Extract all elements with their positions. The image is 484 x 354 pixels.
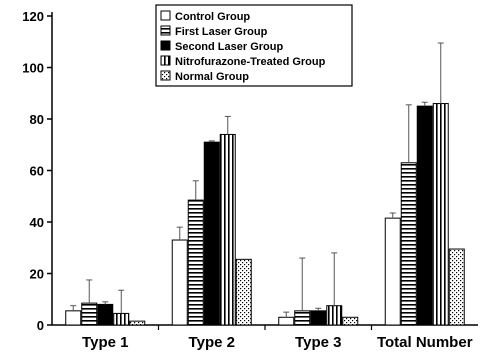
- bar-normal-group-total-number: [448, 248, 465, 326]
- legend-label: First Laser Group: [175, 26, 268, 38]
- y-tick-label: 100: [22, 61, 44, 76]
- y-tick-label: 60: [30, 164, 44, 179]
- bar-control-group-type-3: [278, 316, 295, 326]
- legend: Control Group First Laser Group Second Las…: [155, 4, 353, 87]
- x-category-label: Total Number: [377, 334, 473, 351]
- bar-second-laser-group-type-2: [203, 141, 220, 326]
- legend-label: Normal Group: [175, 71, 249, 83]
- legend-label: Control Group: [175, 11, 250, 23]
- bar-normal-group-type-3: [342, 316, 359, 326]
- bar-normal-group-type-2: [235, 258, 252, 326]
- bar-first-laser-group-type-3: [294, 310, 311, 326]
- y-tick-label: 0: [37, 318, 44, 333]
- y-tick-label: 20: [30, 267, 44, 282]
- bar-nitrofurazone-treated-group-total-number: [432, 103, 449, 326]
- x-category-label: Type 1: [82, 334, 128, 351]
- legend-swatch: [160, 55, 171, 66]
- bar-first-laser-group-total-number: [400, 162, 417, 326]
- y-tick-label: 120: [22, 9, 44, 24]
- bar-second-laser-group-type-3: [310, 310, 327, 326]
- bars: [65, 42, 465, 326]
- legend-label: Nitrofurazone-Treated Group: [175, 56, 326, 68]
- legend-swatch: [160, 70, 171, 81]
- bar-control-group-total-number: [384, 217, 401, 326]
- x-category-label: Type 3: [295, 334, 341, 351]
- axes: 0 20 40 60 80 100 120 Type 1 Type 2 Type 3 Total N…: [22, 9, 478, 351]
- bar-first-laser-group-type-1: [81, 302, 98, 326]
- bar-control-group-type-1: [65, 310, 82, 326]
- legend-swatch: [160, 25, 171, 36]
- y-tick-label: 80: [30, 112, 44, 127]
- bar-normal-group-type-1: [129, 320, 146, 326]
- bar-control-group-type-2: [171, 239, 188, 326]
- bar-second-laser-group-total-number: [416, 105, 433, 326]
- bar-first-laser-group-type-2: [187, 199, 204, 326]
- bar-nitrofurazone-treated-group-type-2: [219, 133, 236, 326]
- legend-swatch: [160, 10, 171, 21]
- legend-box: [155, 4, 353, 87]
- bar-nitrofurazone-treated-group-type-1: [113, 312, 130, 326]
- y-tick-label: 40: [30, 215, 44, 230]
- legend-label: Second Laser Group: [175, 41, 283, 53]
- bar-second-laser-group-type-1: [97, 303, 114, 326]
- x-category-label: Type 2: [189, 334, 235, 351]
- legend-swatch: [160, 40, 171, 51]
- bar-nitrofurazone-treated-group-type-3: [326, 305, 343, 326]
